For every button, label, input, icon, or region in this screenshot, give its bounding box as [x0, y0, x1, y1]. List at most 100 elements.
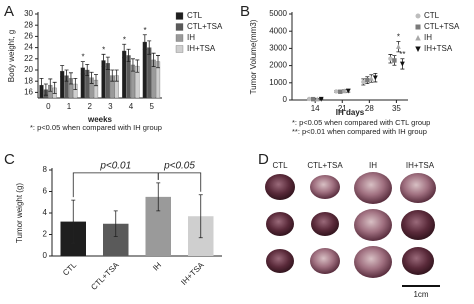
tumor [266, 212, 294, 236]
legend-swatch [175, 12, 184, 20]
x-tick-label: 35 [392, 104, 401, 113]
significance-marker: * [123, 35, 126, 44]
error-bar [73, 78, 78, 90]
legend-label: IH [187, 33, 195, 42]
panel-label: B [240, 3, 250, 20]
x-tick-label: 2 [87, 102, 92, 111]
y-tick-label: 30 [24, 9, 33, 18]
data-point [318, 96, 324, 102]
tumor [310, 175, 340, 199]
footnote: *: p<0.05 when compared with CTL group [292, 118, 430, 127]
data-point [399, 61, 405, 67]
error-bar [114, 69, 119, 82]
data-point [392, 58, 397, 63]
data-point [395, 44, 401, 49]
tumor [265, 174, 295, 200]
legend-marker [415, 46, 421, 52]
data-point [365, 78, 370, 83]
y-tick-label: 4000 [269, 26, 287, 35]
data-point [361, 79, 366, 85]
x-tick-label: 4 [129, 102, 134, 111]
data-point [388, 56, 393, 61]
bar [147, 47, 152, 99]
tumor [266, 249, 294, 273]
panel-label: A [4, 3, 14, 20]
y-axis-label: Tumor Volume(mm3) [249, 19, 258, 94]
error-bar [94, 74, 99, 87]
y-tick-label: 3000 [269, 44, 287, 53]
tumor [354, 246, 392, 278]
legend-marker [415, 13, 421, 19]
error-bar [80, 61, 85, 75]
legend-label: CTL+TSA [424, 22, 460, 31]
footnote: **: p<0.01 when compared with IH group [292, 127, 427, 136]
data-point [368, 75, 374, 81]
y-tick-label: 8 [43, 165, 48, 174]
x-axis-label: IH days [336, 108, 365, 117]
column-label: CTL [272, 161, 288, 170]
y-tick-label: 28 [24, 20, 33, 29]
x-tick-label: IH+TSA [179, 260, 206, 287]
comparison-bracket [72, 172, 159, 198]
y-tick-label: 24 [24, 43, 33, 52]
data-point [307, 96, 312, 102]
error-bar [126, 48, 131, 62]
error-bar [135, 59, 140, 73]
data-point [338, 89, 343, 94]
x-tick-label: 5 [149, 102, 154, 111]
column-label: IH+TSA [406, 161, 435, 170]
tumor [402, 247, 434, 275]
tumor-photo: D CTL CTL+TSA IH IH+TSA 1cm [258, 151, 472, 299]
data-point [334, 89, 339, 94]
data-point [372, 75, 378, 81]
error-bar [122, 43, 127, 59]
tumor [310, 248, 340, 274]
error-bar [110, 69, 115, 82]
y-axis-label: Tumor weight (g) [15, 183, 24, 244]
legend-label: IH+TSA [187, 44, 216, 53]
significance-marker: ** [399, 50, 405, 59]
legend-marker [415, 24, 421, 30]
y-tick-label: 4 [43, 208, 48, 217]
legend-marker [415, 35, 421, 41]
error-bar [64, 69, 69, 82]
x-tick-label: 14 [311, 104, 320, 113]
x-tick-label: 28 [365, 104, 374, 113]
y-tick-label: 1000 [269, 78, 287, 87]
error-bar [89, 71, 94, 84]
error-bar [156, 55, 161, 69]
y-axis-label: Body weight, g [7, 30, 16, 82]
error-bar [142, 34, 147, 50]
tumor [354, 209, 392, 241]
legend-label: IH+TSA [424, 44, 453, 53]
x-tick-label: 0 [46, 102, 51, 111]
y-tick-label: 2000 [269, 61, 287, 70]
tumor [311, 212, 339, 236]
y-tick-label: 22 [24, 54, 33, 63]
panel-label: D [258, 151, 269, 168]
panel-label: C [4, 151, 15, 168]
error-bar [105, 56, 110, 70]
error-bar [156, 182, 161, 212]
error-bar [130, 58, 135, 72]
error-bar [147, 40, 152, 55]
y-tick-label: 18 [24, 76, 33, 85]
bar [142, 41, 147, 99]
column-label: IH [369, 161, 377, 170]
x-tick-label: 1 [67, 102, 72, 111]
legend-swatch [175, 34, 184, 42]
error-bar [151, 52, 156, 68]
x-tick-label: CTL [61, 260, 78, 277]
data-point [341, 88, 347, 94]
error-bar [198, 194, 203, 239]
y-tick-label: 6 [43, 187, 48, 196]
x-axis-label: weeks [87, 115, 113, 124]
legend-label: CTL [424, 11, 440, 20]
legend-label: CTL [187, 11, 203, 20]
y-tick-label: 26 [24, 32, 33, 41]
error-bar [60, 65, 65, 78]
comparison-label: p<0.05 [163, 161, 195, 172]
comparison-label: p<0.01 [99, 161, 131, 172]
